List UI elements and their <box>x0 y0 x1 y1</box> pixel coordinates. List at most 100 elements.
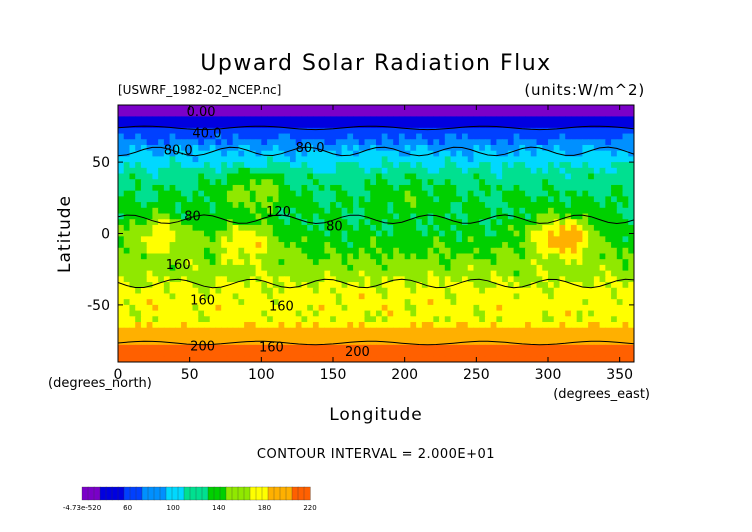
heatmap-cell <box>341 242 348 249</box>
heatmap-cell <box>232 213 239 220</box>
heatmap-cell <box>381 230 389 237</box>
heatmap-cell <box>462 162 469 169</box>
heatmap-cell <box>381 282 389 289</box>
heatmap-cell <box>479 236 486 243</box>
heatmap-cell <box>129 150 136 157</box>
heatmap-cell <box>490 139 497 146</box>
heatmap-cell <box>146 264 153 272</box>
heatmap-cell <box>410 190 417 197</box>
heatmap-cell <box>186 196 194 203</box>
heatmap-cell <box>249 127 257 135</box>
heatmap-cell <box>456 344 463 352</box>
heatmap-cell <box>249 270 257 277</box>
heatmap-cell <box>238 190 245 197</box>
heatmap-cell <box>267 304 274 312</box>
heatmap-cell <box>404 299 411 306</box>
heatmap-cell <box>599 167 606 175</box>
heatmap-cell <box>209 219 217 226</box>
heatmap-cell <box>140 173 148 180</box>
heatmap-cell <box>576 316 583 323</box>
heatmap-cell <box>404 304 411 312</box>
heatmap-cell <box>525 179 532 186</box>
heatmap-cell <box>410 167 417 175</box>
heatmap-cell <box>295 110 303 118</box>
heatmap-cell <box>152 110 159 118</box>
heatmap-cell <box>221 270 228 277</box>
heatmap-cell <box>559 310 566 317</box>
heatmap-cell <box>519 156 526 163</box>
heatmap-cell <box>398 127 406 135</box>
heatmap-cell <box>548 196 555 203</box>
heatmap-cell <box>129 224 136 232</box>
heatmap-cell <box>255 230 262 237</box>
heatmap-cell <box>118 133 125 140</box>
heatmap-cell <box>393 196 400 203</box>
heatmap-cell <box>370 127 377 135</box>
heatmap-cell <box>295 327 303 335</box>
heatmap-cell <box>152 236 159 243</box>
heatmap-cell <box>324 322 331 329</box>
heatmap-cell <box>175 282 182 289</box>
heatmap-cell <box>467 116 475 123</box>
heatmap-cell <box>450 190 457 197</box>
heatmap-cell <box>267 207 274 215</box>
colorbar-swatch <box>129 486 137 501</box>
heatmap-cell <box>513 173 520 180</box>
heatmap-cell <box>622 167 629 175</box>
heatmap-cell <box>628 299 634 306</box>
heatmap-cell <box>347 299 354 306</box>
heatmap-cell <box>507 202 515 209</box>
heatmap-cell <box>175 202 182 209</box>
heatmap-cell <box>398 270 406 277</box>
heatmap-cell <box>376 316 383 323</box>
heatmap-cell <box>433 242 440 249</box>
heatmap-cell <box>479 230 486 237</box>
heatmap-cell <box>204 179 211 186</box>
heatmap-cell <box>410 333 417 340</box>
heatmap-cell <box>129 110 136 118</box>
heatmap-cell <box>186 242 194 249</box>
heatmap-cell <box>169 156 176 163</box>
heatmap-cell <box>496 105 503 112</box>
heatmap-cell <box>118 116 125 123</box>
heatmap-cell <box>582 270 589 277</box>
heatmap-cell <box>244 350 251 357</box>
heatmap-cell <box>462 139 469 146</box>
heatmap-cell <box>570 287 578 295</box>
heatmap-cell <box>553 173 561 180</box>
heatmap-cell <box>307 293 314 300</box>
heatmap-cell <box>576 247 583 255</box>
heatmap-cell <box>169 270 176 277</box>
heatmap-cell <box>221 127 228 135</box>
heatmap-cell <box>186 293 194 300</box>
heatmap-cell <box>158 144 165 152</box>
heatmap-cell <box>312 133 320 140</box>
heatmap-cell <box>335 247 343 255</box>
heatmap-cell <box>272 230 280 237</box>
heatmap-cell <box>570 127 578 135</box>
heatmap-cell <box>335 179 343 186</box>
heatmap-cell <box>536 276 543 283</box>
heatmap-cell <box>479 259 486 266</box>
heatmap-cell <box>507 350 515 357</box>
heatmap-cell <box>307 196 314 203</box>
heatmap-cell <box>295 173 303 180</box>
heatmap-cell <box>588 196 595 203</box>
heatmap-cell <box>181 133 188 140</box>
heatmap-cell <box>272 236 280 243</box>
heatmap-cell <box>330 253 337 260</box>
heatmap-cell <box>284 184 291 192</box>
heatmap-cell <box>387 190 394 197</box>
heatmap-cell <box>559 356 566 362</box>
heatmap-cell <box>140 322 148 329</box>
heatmap-cell <box>341 219 348 226</box>
heatmap-cell <box>307 133 314 140</box>
heatmap-cell <box>496 264 503 272</box>
heatmap-cell <box>479 162 486 169</box>
heatmap-cell <box>330 139 337 146</box>
heatmap-cell <box>209 110 217 118</box>
heatmap-cell <box>462 304 469 312</box>
heatmap-cell <box>376 247 383 255</box>
heatmap-cell <box>593 173 601 180</box>
heatmap-cell <box>146 333 153 340</box>
